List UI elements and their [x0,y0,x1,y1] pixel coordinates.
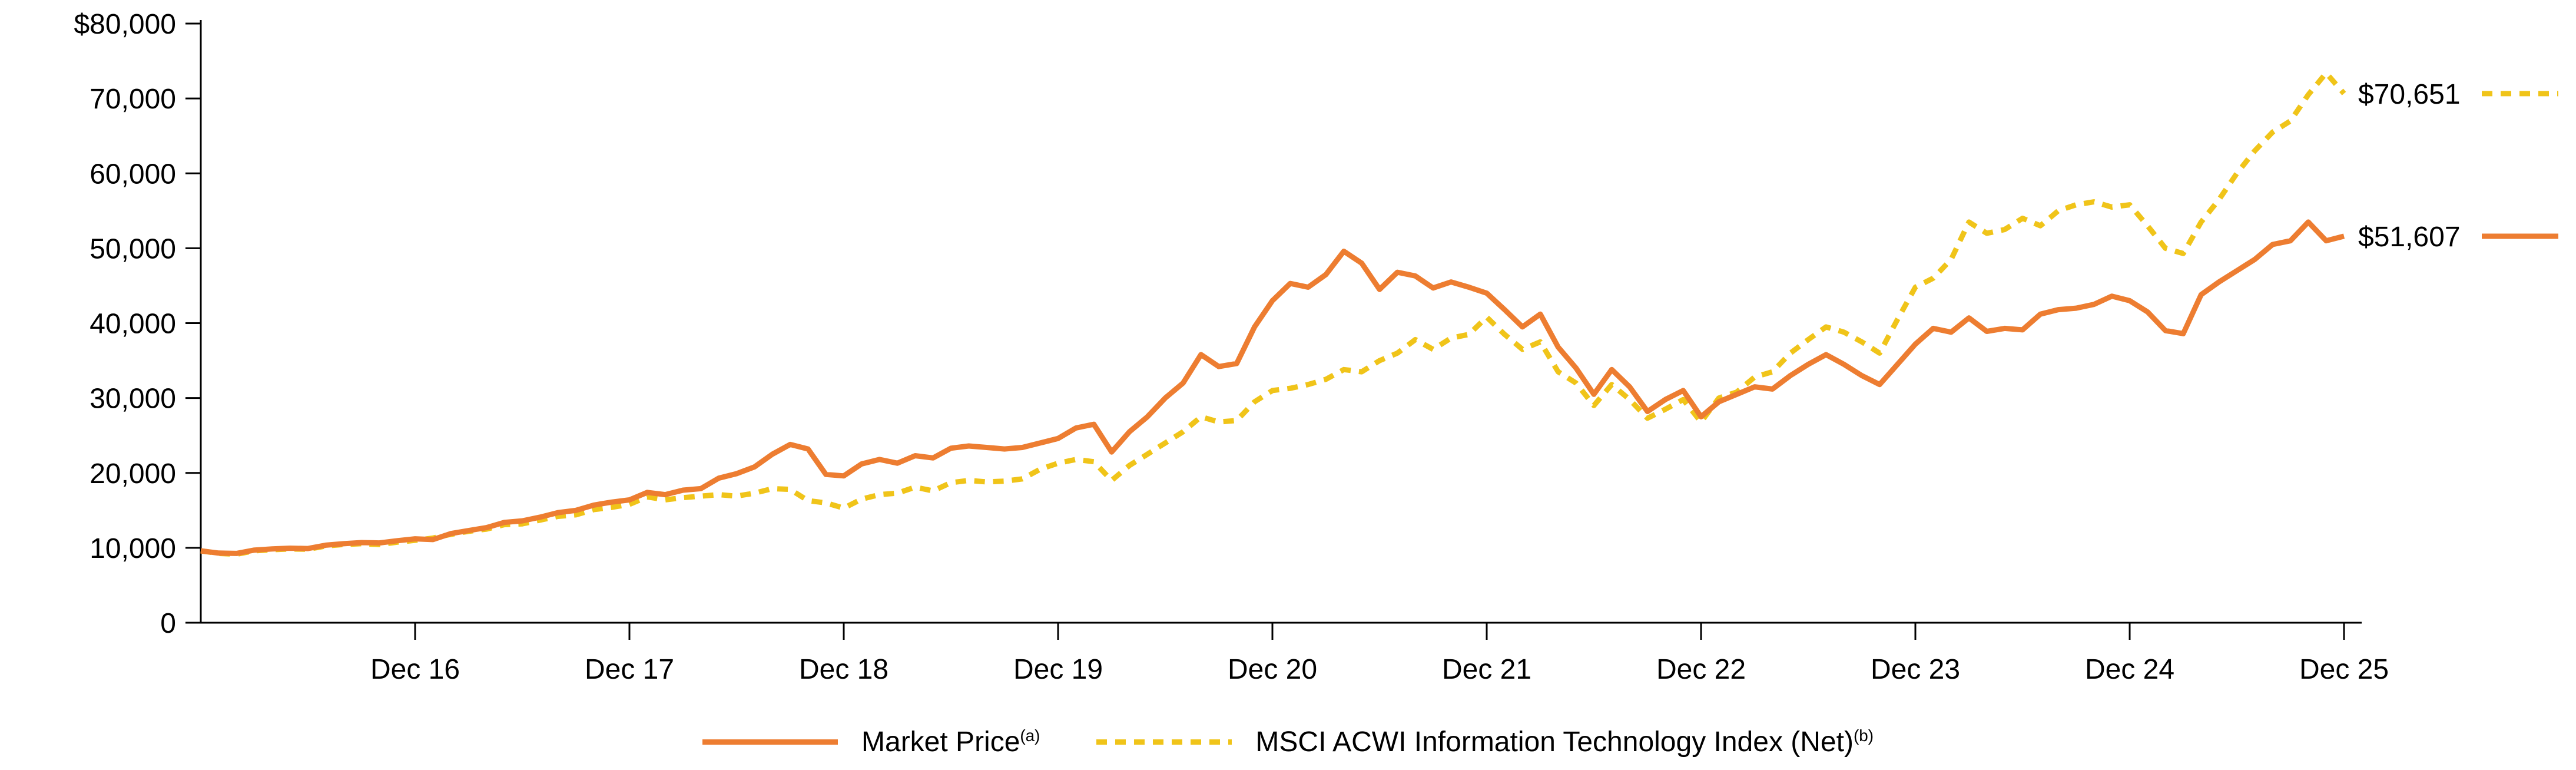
x-axis-tick-label: Dec 17 [585,654,674,685]
legend-text-index: MSCI ACWI Information Technology Index (… [1255,726,1854,758]
legend-label-market-price: Market Price(a) [861,726,1040,758]
y-axis-tick-label: 60,000 [89,158,176,190]
y-axis-tick-label: 10,000 [89,533,176,564]
x-axis-tick-label: Dec 21 [1442,654,1531,685]
x-axis-tick-label: Dec 25 [2299,654,2389,685]
chart-legend: Market Price(a) MSCI ACWI Information Te… [0,726,2576,758]
legend-item-market-price: Market Price(a) [702,726,1040,758]
y-axis-tick-label: 40,000 [89,309,176,340]
x-axis-tick-label: Dec 24 [2085,654,2174,685]
x-axis-tick-label: Dec 20 [1228,654,1317,685]
y-axis-tick-label: 0 [160,608,176,639]
legend-text-market-price: Market Price [861,726,1020,758]
index-line-sample [1096,739,1232,745]
market-price-line-sample [702,739,838,745]
index-end-value-label: $70,651 [2358,79,2461,110]
x-axis-tick-label: Dec 22 [1656,654,1746,685]
market-price-line [200,219,2345,556]
market-price-end-value-label: $51,607 [2358,222,2461,253]
y-axis-tick-label: 30,000 [89,384,176,415]
y-axis-tick-label: 70,000 [89,84,176,115]
footnote-marker-a: (a) [1020,726,1040,745]
x-axis-tick-label: Dec 19 [1013,654,1103,685]
y-axis-tick-label: $80,000 [74,9,176,40]
legend-item-index: MSCI ACWI Information Technology Index (… [1096,726,1874,758]
y-axis-tick-label: 50,000 [89,233,176,265]
x-axis-tick-label: Dec 16 [370,654,460,685]
footnote-marker-b: (b) [1853,726,1874,745]
legend-label-index: MSCI ACWI Information Technology Index (… [1255,726,1874,758]
y-axis-tick-label: 20,000 [89,458,176,490]
x-axis-tick-label: Dec 23 [1871,654,1960,685]
index-line [200,70,2346,557]
x-axis-tick-label: Dec 18 [799,654,888,685]
